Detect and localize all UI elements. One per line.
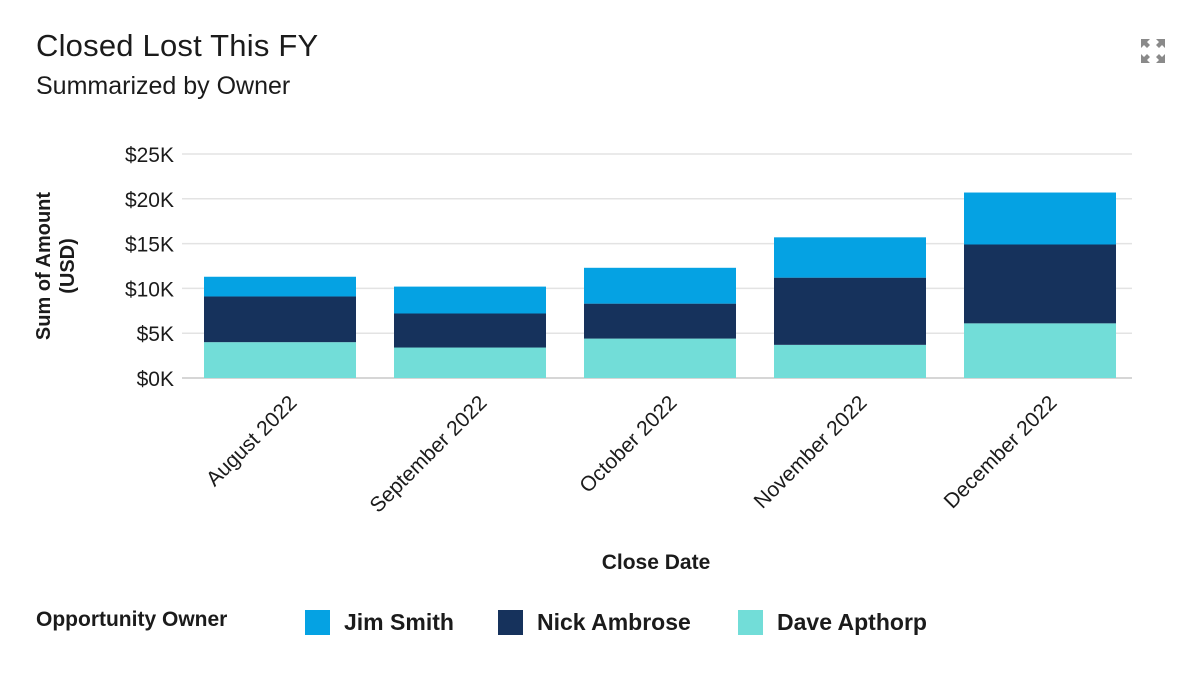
legend-item-dave-apthorp[interactable]: Dave Apthorp — [738, 608, 927, 636]
y-tick-label: $20K — [125, 189, 174, 212]
legend-label-jim-smith: Jim Smith — [344, 608, 454, 635]
y-tick-label: $10K — [125, 278, 174, 301]
bar-jim-smith — [964, 192, 1116, 245]
legend-label-dave-apthorp: Dave Apthorp — [777, 608, 927, 635]
bar-jim-smith — [774, 237, 926, 278]
bar-dave-apthorp — [584, 338, 736, 378]
x-tick-label: September 2022 — [365, 391, 491, 517]
bar-jim-smith — [394, 286, 546, 314]
x-tick-label: August 2022 — [202, 391, 302, 491]
bar-nick-ambrose — [394, 313, 546, 348]
y-axis-title: Sum of Amount (USD) — [33, 192, 79, 340]
bar-jim-smith — [204, 276, 356, 297]
bar-nick-ambrose — [584, 303, 736, 339]
legend-label-nick-ambrose: Nick Ambrose — [537, 608, 691, 635]
legend-item-jim-smith[interactable]: Jim Smith — [305, 608, 454, 636]
x-tick-label: November 2022 — [750, 391, 872, 513]
bar-nick-ambrose — [964, 244, 1116, 324]
y-tick-label: $25K — [125, 144, 174, 167]
legend-swatch-nick-ambrose — [498, 609, 523, 635]
expand-icon — [1141, 39, 1165, 63]
bar-jim-smith — [584, 267, 736, 304]
legend-item-nick-ambrose[interactable]: Nick Ambrose — [498, 608, 691, 636]
legend-swatch-dave-apthorp — [738, 609, 763, 635]
bar-nick-ambrose — [774, 277, 926, 345]
chart-title: Closed Lost This FY — [36, 28, 319, 63]
x-tick-label: October 2022 — [575, 391, 681, 497]
y-tick-label: $5K — [137, 323, 174, 346]
legend-title: Opportunity Owner — [36, 608, 228, 631]
x-axis-title: Close Date — [602, 551, 711, 574]
bar-dave-apthorp — [394, 347, 546, 378]
chart-subtitle: Summarized by Owner — [36, 72, 291, 100]
x-tick-label: December 2022 — [940, 391, 1062, 513]
bar-nick-ambrose — [204, 296, 356, 343]
y-tick-label: $0K — [137, 368, 174, 391]
legend-swatch-jim-smith — [305, 609, 330, 635]
y-tick-label: $15K — [125, 234, 174, 257]
bar-dave-apthorp — [774, 344, 926, 378]
bar-dave-apthorp — [204, 342, 356, 378]
stacked-bar-chart: $0K $5K $10K $15K $20K $25K Sum of Amount (USD)… — [33, 144, 1132, 574]
bar-dave-apthorp — [964, 323, 1116, 378]
expand-button[interactable] — [1140, 38, 1166, 64]
